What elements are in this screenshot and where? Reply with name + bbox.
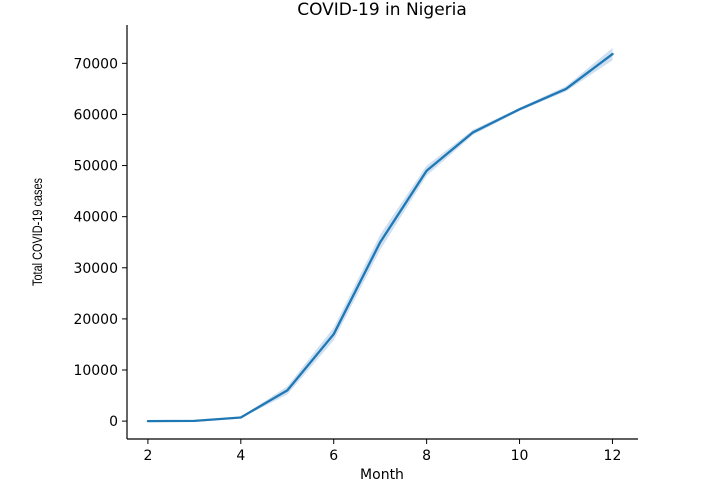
y-tick-label: 0	[109, 414, 118, 430]
plot-area	[146, 48, 614, 423]
x-tick-label: 4	[236, 448, 245, 464]
x-tick-label: 8	[422, 448, 431, 464]
y-tick-label: 30000	[73, 261, 118, 277]
y-tick-label: 50000	[73, 159, 118, 175]
y-tick-label: 40000	[73, 210, 118, 226]
y-axis-label: Total COVID-19 cases	[30, 178, 46, 286]
x-tick-label: 12	[604, 448, 622, 464]
y-tick-label: 10000	[73, 363, 118, 379]
x-axis-ticks: 2 4 6 8 10 12	[143, 439, 621, 464]
chart-title: COVID-19 in Nigeria	[297, 0, 467, 20]
y-tick-label: 20000	[73, 312, 118, 328]
y-axis-ticks: 0 10000 20000 30000 40000 50000 60000 70000	[73, 56, 127, 430]
x-tick-label: 2	[143, 448, 152, 464]
series-line-layer	[146, 52, 614, 423]
x-tick-label: 10	[511, 448, 529, 464]
y-tick-label: 70000	[73, 56, 118, 72]
confidence-band	[147, 48, 613, 422]
confidence-band-layer	[147, 48, 613, 422]
y-tick-label: 60000	[73, 107, 118, 123]
x-tick-label: 6	[329, 448, 338, 464]
x-axis-label: Month	[360, 467, 404, 483]
series-line	[146, 52, 614, 423]
